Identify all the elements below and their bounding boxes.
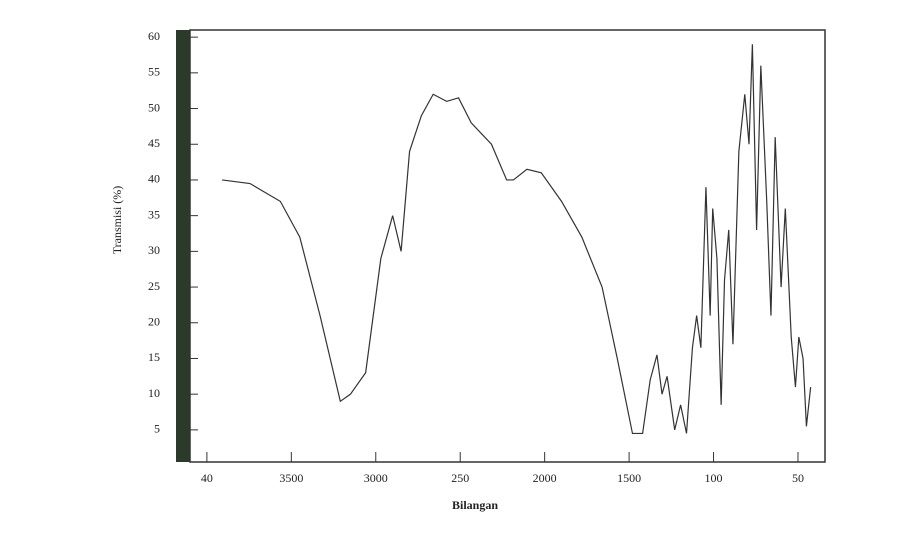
y-tick-label: 35 [148, 207, 160, 221]
y-tick-label: 55 [148, 65, 160, 79]
spectrum-line [222, 44, 812, 435]
scan-edge [176, 30, 190, 462]
x-tick-label: 50 [792, 471, 804, 485]
x-tick-label: 3000 [364, 471, 388, 485]
y-tick-label: 20 [148, 315, 160, 329]
y-axis-title: Transmisi (%) [110, 186, 124, 255]
x-axis-title: Bilangan [452, 498, 498, 512]
y-tick-label: 45 [148, 136, 160, 150]
x-tick-label: 250 [451, 471, 469, 485]
y-tick-label: 5 [154, 422, 160, 436]
x-tick-label: 1500 [617, 471, 641, 485]
plot-frame [189, 29, 826, 463]
y-tick-label: 30 [148, 243, 160, 257]
y-tick-label: 60 [148, 29, 160, 43]
x-tick-label: 100 [705, 471, 723, 485]
y-tick-label: 15 [148, 350, 160, 364]
x-tick-label: 2000 [533, 471, 557, 485]
y-tick-label: 25 [148, 279, 160, 293]
x-tick-label: 3500 [279, 471, 303, 485]
y-tick-label: 50 [148, 100, 160, 114]
x-tick-label: 40 [201, 471, 213, 485]
y-tick-label: 10 [148, 386, 160, 400]
y-tick-label: 40 [148, 172, 160, 186]
